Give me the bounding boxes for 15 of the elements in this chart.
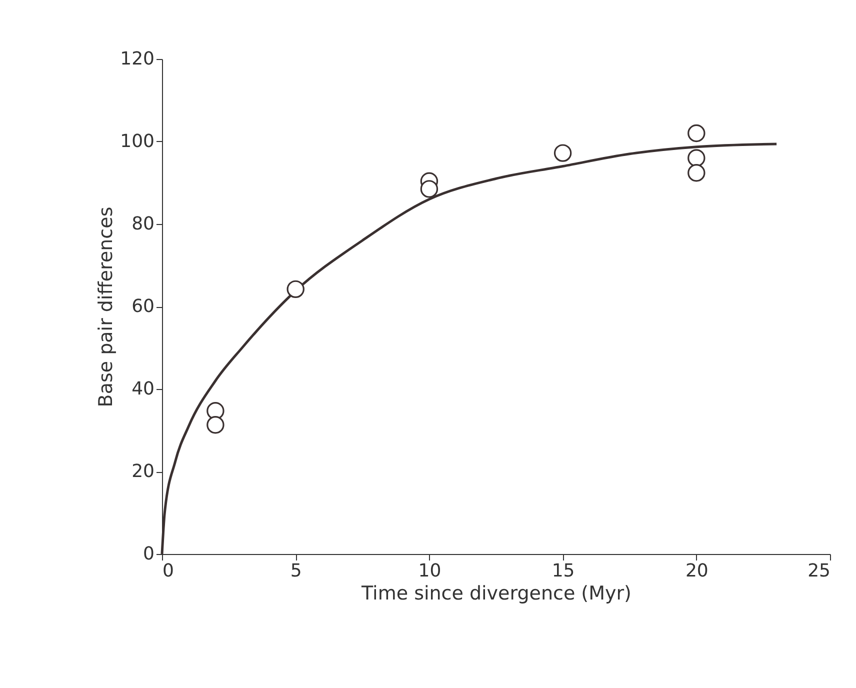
x-tick-label: 20 — [685, 560, 708, 582]
y-tick-label: 80 — [132, 214, 154, 234]
x-tick-label: 10 — [418, 560, 442, 582]
y-tick-label: 120 — [120, 48, 154, 70]
x-axis-title: Time since divergence (Myr) — [360, 582, 632, 604]
y-tick-label: 40 — [132, 378, 154, 400]
y-tick-label: 0 — [143, 544, 154, 564]
y-tick-label: 60 — [132, 296, 154, 317]
y-axis-title: Base pair differences — [95, 206, 118, 408]
x-tick-label: 15 — [552, 560, 575, 582]
y-tick-label: 20 — [132, 461, 154, 482]
x-tick-label: 5 — [290, 560, 302, 582]
y-tick-label: 100 — [120, 131, 154, 152]
x-tick-label: 25 — [808, 560, 830, 582]
x-tick-label: 0 — [162, 560, 174, 582]
